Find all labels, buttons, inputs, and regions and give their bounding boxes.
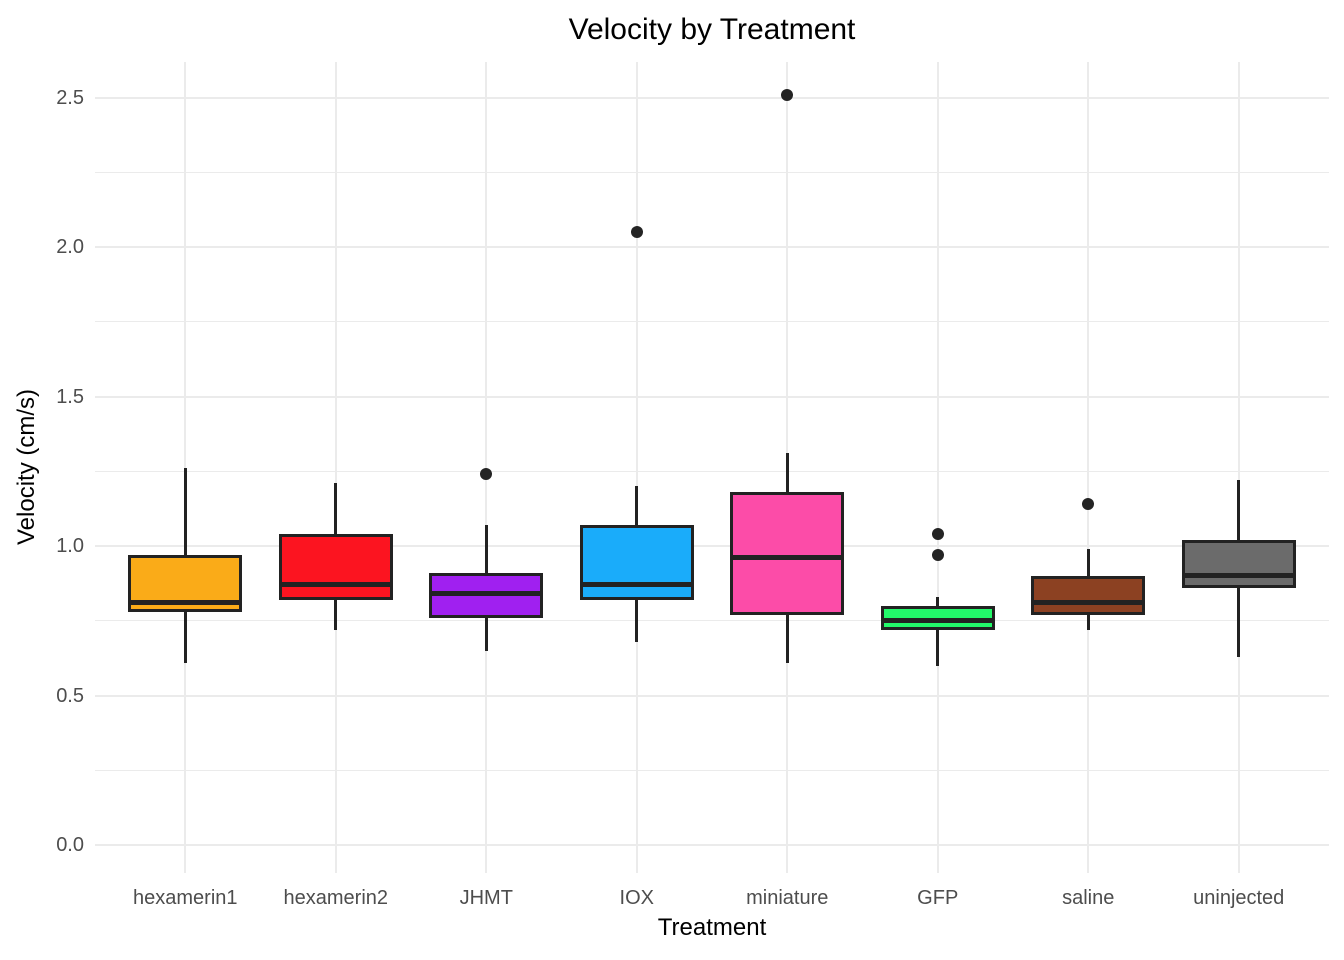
x-tick-label: uninjected xyxy=(1193,887,1285,909)
x-tick-label: saline xyxy=(1062,887,1115,909)
category-gridline xyxy=(485,62,488,873)
minor-gridline xyxy=(95,321,1329,323)
outlier-point xyxy=(1082,498,1095,511)
outlier-point xyxy=(781,88,794,101)
outlier-point xyxy=(931,548,944,561)
x-tick-label: miniature xyxy=(746,887,829,909)
major-gridline xyxy=(95,96,1329,99)
median-line xyxy=(1031,600,1146,606)
x-tick-label: hexamerin1 xyxy=(133,887,238,909)
box-GFP xyxy=(880,605,995,630)
category-gridline xyxy=(635,62,638,873)
major-gridline xyxy=(95,844,1329,846)
y-tick-label: 1.0 xyxy=(56,535,84,557)
median-line xyxy=(128,600,243,606)
major-gridline xyxy=(95,395,1329,398)
box-IOX xyxy=(579,525,694,600)
y-tick-label: 2.5 xyxy=(56,86,84,109)
whisker-line xyxy=(936,596,940,666)
median-line xyxy=(278,582,393,588)
minor-gridline xyxy=(95,769,1329,771)
median-line xyxy=(730,555,845,561)
y-axis-title: Velocity (cm/s) xyxy=(13,388,40,546)
median-line xyxy=(579,582,694,588)
plot-panel xyxy=(95,62,1329,873)
minor-gridline xyxy=(95,620,1329,622)
box-hexamerin2 xyxy=(278,534,393,600)
x-tick-label: IOX xyxy=(619,887,654,909)
y-tick-label: 1.5 xyxy=(56,385,84,408)
major-gridline xyxy=(95,545,1329,547)
category-gridline xyxy=(184,62,187,873)
major-gridline xyxy=(95,246,1329,248)
median-line xyxy=(1181,573,1296,579)
chart-title: Velocity by Treatment xyxy=(568,13,856,46)
outlier-point xyxy=(480,468,493,481)
outlier-point xyxy=(630,226,643,239)
y-tick-label: 0.5 xyxy=(56,684,84,707)
x-tick-label: GFP xyxy=(917,887,959,909)
y-tick-label: 2.0 xyxy=(56,236,84,258)
x-tick-label: JHMT xyxy=(459,887,513,909)
category-gridline xyxy=(936,62,939,873)
major-gridline xyxy=(95,694,1329,697)
category-gridline xyxy=(1087,62,1090,873)
box-uninjected xyxy=(1181,540,1296,588)
minor-gridline xyxy=(95,171,1329,173)
category-gridline xyxy=(1237,62,1240,873)
median-line xyxy=(880,618,995,624)
x-tick-label: hexamerin2 xyxy=(283,887,389,909)
minor-gridline xyxy=(95,470,1329,472)
y-tick-label: 0.0 xyxy=(56,834,84,856)
category-gridline xyxy=(334,62,337,873)
box-saline xyxy=(1031,575,1146,615)
box-miniature xyxy=(730,492,845,615)
median-line xyxy=(429,591,544,597)
outlier-point xyxy=(931,528,944,541)
x-axis-title: Treatment xyxy=(657,914,767,941)
